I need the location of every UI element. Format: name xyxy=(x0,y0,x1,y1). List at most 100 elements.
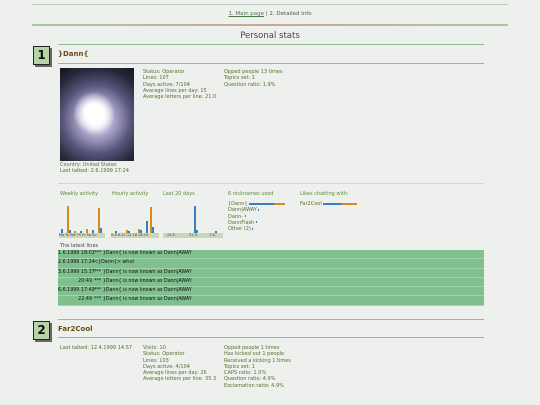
user2-top-divider xyxy=(58,319,484,320)
weekly-activity-label: Weekly activity xyxy=(60,191,99,197)
nicknames-used-label: 6 nicknames used xyxy=(228,191,274,197)
avg-lines-text: Average lines per day: 15 xyxy=(143,87,207,94)
nickname-item: Dann- xyxy=(228,214,285,220)
top-divider xyxy=(32,4,508,5)
kicked-text: Has kicked out 1 people xyxy=(224,351,285,358)
nicknames-list: }Dann{ Dann|AWAY Dann- DannFlash Other (… xyxy=(228,201,286,232)
nickname-item: DannFlash xyxy=(228,220,285,226)
user1-mid-divider xyxy=(58,183,484,184)
last20-bar xyxy=(196,230,198,233)
likes-item: Far2Cool xyxy=(300,201,358,207)
weekly-axis: Mo Tu We Th Fr Sa Su xyxy=(59,233,105,238)
exclamation-ratio-text: Exclamation ratio: 4.9% xyxy=(224,382,284,389)
latest-lines-label: The latest lines xyxy=(60,243,99,249)
last20-days-label: Last 20 days xyxy=(163,191,195,197)
days-active-text: Days active: 7/104 xyxy=(143,81,190,88)
nickname-usage-bar xyxy=(249,202,286,205)
nav-separator: | xyxy=(265,11,268,17)
question-ratio-text: Question ratio: 4.9% xyxy=(224,376,276,383)
user1-name-divider xyxy=(58,63,484,64)
caps-ratio-text: CAPS ratio: 1.0% xyxy=(224,370,267,377)
detailed-info-label: 2. Detailed info xyxy=(269,11,312,17)
weekly-activity-chart xyxy=(60,203,104,233)
weekly-bar xyxy=(100,228,102,233)
latest-line-row: 20:49 *** }Dann{ is now known as Dann|AWA… xyxy=(58,277,484,288)
hourly-activity-chart xyxy=(112,203,158,233)
likes-list: Far2Cool xyxy=(300,201,358,207)
weekly-bar xyxy=(74,231,76,233)
avg-lines-text: Average lines per day: 26 xyxy=(143,370,207,377)
nickname-usage-bar xyxy=(258,208,260,211)
rank-badge: 2 xyxy=(33,321,50,340)
last20-axis: 24.5. 31.5. 7.6. xyxy=(163,233,223,238)
nickname-item: Other (2) xyxy=(228,226,285,232)
user-nick: }Dann{ xyxy=(58,50,89,58)
hourly-activity-label: Hourly activity xyxy=(112,191,149,197)
question-ratio-text: Question ratio: 1.9% xyxy=(224,81,276,88)
likes-usage-bar xyxy=(323,202,358,205)
weekly-bar xyxy=(86,229,88,233)
hourly-bar xyxy=(128,231,130,233)
topics-text: Topics set: 1 xyxy=(224,363,255,370)
weekly-bar xyxy=(92,230,94,233)
last20-bar xyxy=(194,206,196,233)
navigation: 1. Main page | 2. Detailed info xyxy=(0,11,540,17)
hourly-bar xyxy=(150,207,152,233)
nav-divider xyxy=(32,24,508,26)
nickname-usage-bar xyxy=(244,215,246,218)
user1-location: Country: United States Last talked: 2.6.… xyxy=(60,162,129,175)
nickname-usage-bar xyxy=(255,221,257,224)
opped-text: Opped people 13 times xyxy=(224,69,283,75)
hourly-bar xyxy=(115,231,117,233)
last20-tick: 24.5. xyxy=(167,233,176,237)
user-avatar xyxy=(60,68,134,161)
user1-stats-col2: Opped people 13 times Topics set: 1 Ques… xyxy=(224,69,283,88)
nickname-item: Dann|AWAY xyxy=(228,207,285,213)
lines-text: Lines: 103 xyxy=(143,357,169,364)
received-kick-text: Received a kicking 1 times xyxy=(224,357,291,364)
status-text: Status: Operator xyxy=(143,351,185,358)
nickname-usage-bar xyxy=(252,227,254,230)
last20-tick: 7.6. xyxy=(209,233,216,237)
hourly-bar xyxy=(126,230,128,233)
opped-text: Opped people 1 times xyxy=(224,345,280,351)
user-nick: Far2Cool xyxy=(58,325,93,333)
latest-line-row: 22:49 *** }Dann{ is now known as Dann|AWA… xyxy=(58,296,484,306)
hourly-axis: 0-6 6-12 12-18 18-24 xyxy=(111,233,159,238)
user1-top-divider xyxy=(58,44,484,45)
user2-stats-col1: Visits: 10 Status: Operator Lines: 103 D… xyxy=(143,345,216,383)
hourly-bar xyxy=(152,227,154,233)
last20-bar xyxy=(215,231,217,233)
rank-badge: 1 xyxy=(33,46,50,65)
last-talked-text: Last talked: 2.6.1999 17:24 xyxy=(60,168,129,175)
likes-chatting-label: Likes chatting with: xyxy=(300,191,349,197)
user1-stats-col1: Status: Operator Lines: 107 Days active:… xyxy=(143,69,216,100)
hourly-bar xyxy=(146,221,148,233)
user2-last-talked: Last talked: 12.4.1999 14:57 xyxy=(60,345,132,351)
topics-text: Topics set: 1 xyxy=(224,75,255,82)
days-active-text: Days active: 4/104 xyxy=(143,363,190,370)
latest-lines-table: 1.6.1999 18:01*** }Dann{ is now known as… xyxy=(58,250,484,306)
avg-letters-text: Average letters per line: 21.0 xyxy=(143,94,217,101)
visits-text: Visits: 10 xyxy=(143,345,166,351)
lines-text: Lines: 107 xyxy=(143,75,169,82)
hourly-bar xyxy=(140,230,142,233)
user2-stats-col2: Opped people 1 times Has kicked out 1 pe… xyxy=(224,345,291,389)
last-talked-text: Last talked: 12.4.1999 14:57 xyxy=(60,345,133,351)
weekly-bar xyxy=(69,230,71,233)
user2-name-divider xyxy=(58,337,484,338)
last20-tick: 31.5. xyxy=(189,233,198,237)
latest-line-row: 2.6.1999 17:24<}Dann{> whut xyxy=(58,259,484,269)
weekly-bar xyxy=(98,208,100,233)
nickname-item: }Dann{ xyxy=(228,201,286,207)
latest-line-row: 6.6.1999 17:49*** }Dann{ is now known as… xyxy=(58,287,484,297)
weekly-bar xyxy=(67,206,69,233)
avg-letters-text: Average letters per line: 35.3 xyxy=(143,376,217,383)
last20-days-chart xyxy=(163,203,223,233)
latest-line-row: 1.6.1999 18:01*** }Dann{ is now known as… xyxy=(58,250,484,260)
section-title: Personal stats xyxy=(240,31,300,41)
status-text: Status: Operator xyxy=(143,69,185,75)
latest-line-row: 3.6.1999 15:37*** }Dann{ is now known as… xyxy=(58,268,484,278)
country-text: Country: United States xyxy=(60,162,117,168)
main-page-link[interactable]: 1. Main page xyxy=(228,11,265,17)
